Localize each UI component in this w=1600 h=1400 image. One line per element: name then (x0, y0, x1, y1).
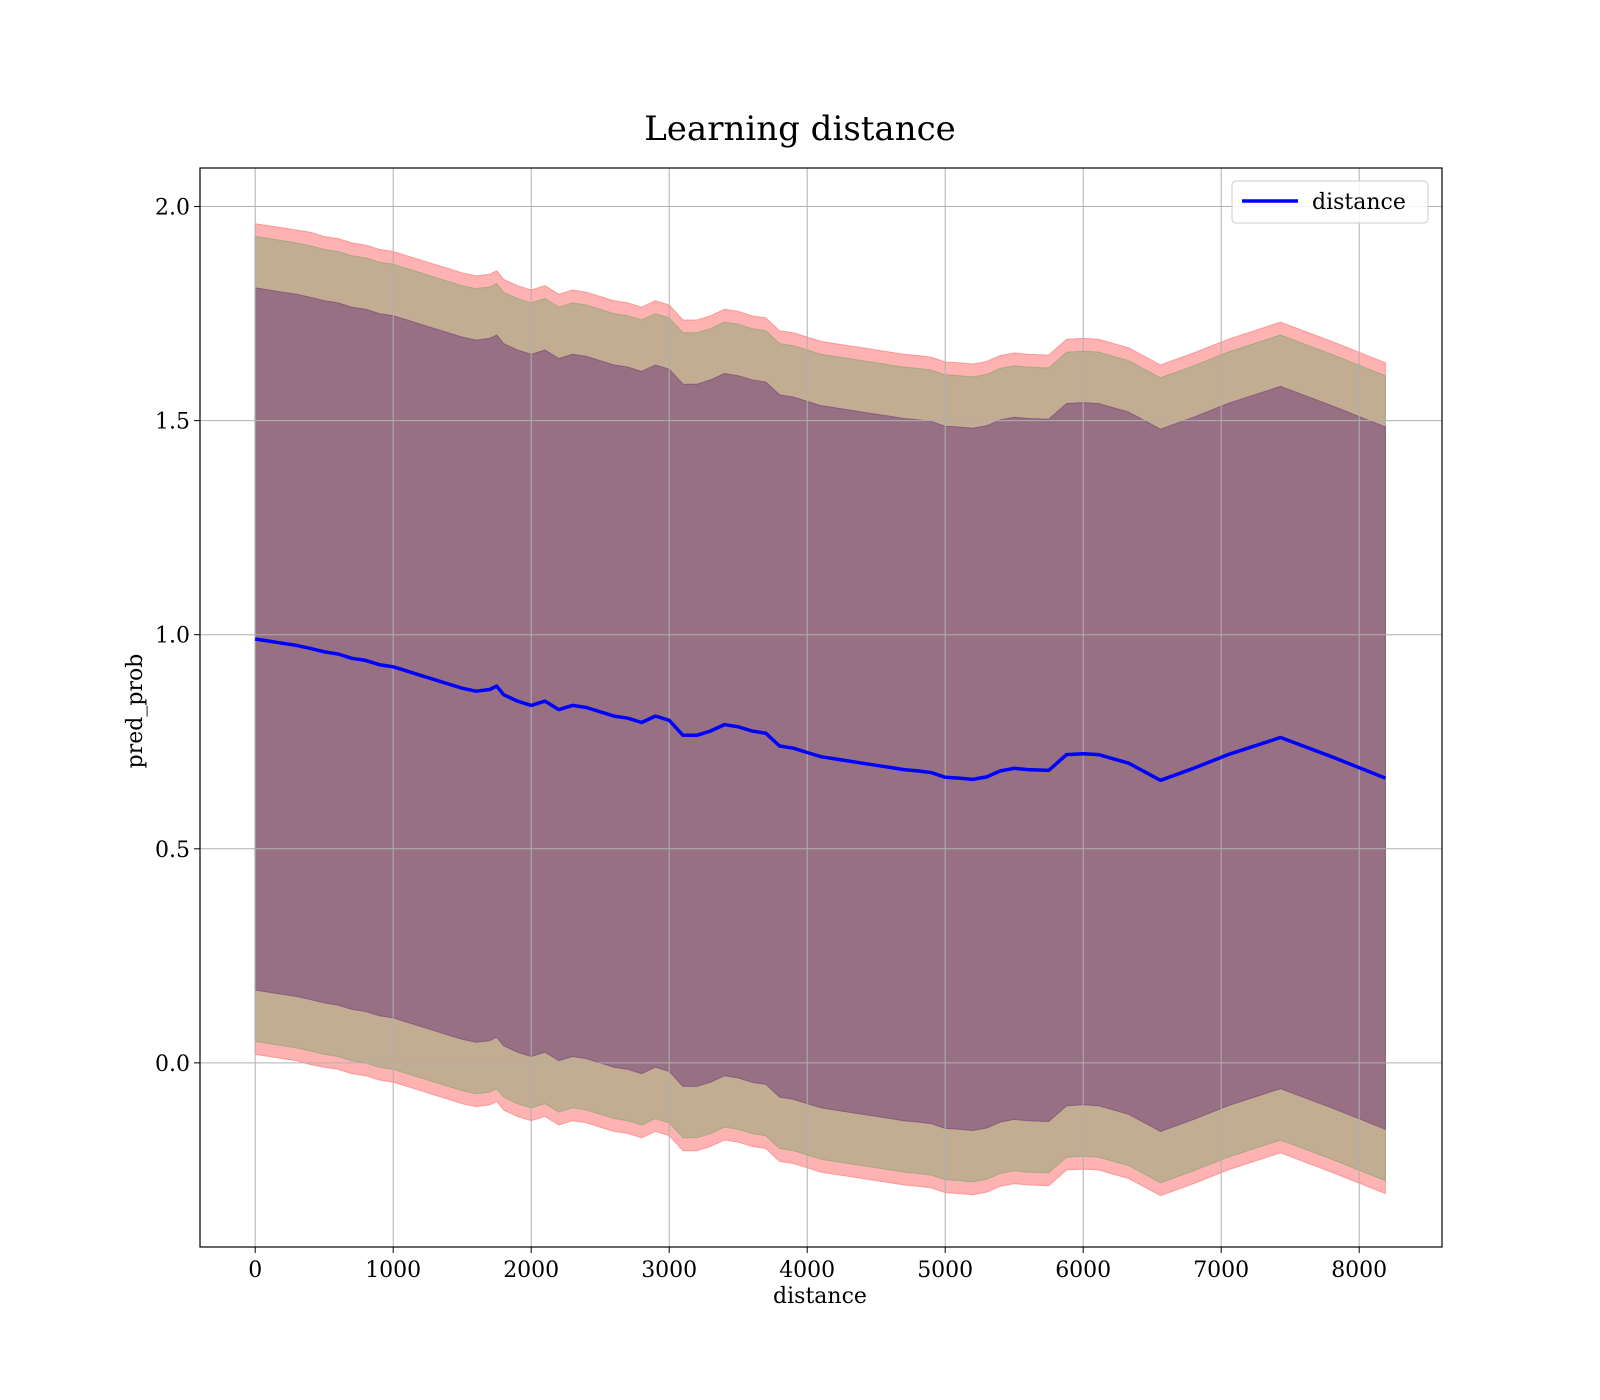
chart-title: Learning distance (644, 109, 956, 149)
confidence-bands (254, 223, 1386, 1197)
y-tick-label: 1.5 (155, 410, 190, 435)
x-tick-label: 3000 (641, 1258, 697, 1283)
x-axis-ticks: 0 1000 2000 3000 4000 5000 6000 7000 8000 (248, 1247, 1387, 1283)
x-tick-label: 2000 (503, 1258, 559, 1283)
y-axis-label: pred_prob (123, 654, 148, 769)
y-tick-label: 2.0 (155, 196, 190, 221)
legend-label-distance: distance (1312, 190, 1406, 215)
band-inner (254, 287, 1386, 1132)
grid-lines (200, 168, 1442, 1247)
y-tick-label: 1.0 (155, 624, 190, 649)
x-tick-label: 7000 (1193, 1258, 1249, 1283)
x-tick-label: 8000 (1331, 1258, 1387, 1283)
x-tick-label: 1000 (365, 1258, 421, 1283)
legend: distance (1231, 180, 1429, 224)
y-axis-ticks: 0.0 0.5 1.0 1.5 2.0 (155, 196, 200, 1077)
y-tick-label: 0.0 (155, 1052, 190, 1077)
x-tick-label: 4000 (779, 1258, 835, 1283)
x-tick-label: 6000 (1055, 1258, 1111, 1283)
x-axis-label: distance (773, 1284, 867, 1309)
series-layer (254, 637, 1387, 783)
x-tick-label: 5000 (917, 1258, 973, 1283)
plot-frame (199, 167, 1443, 1248)
legend-box (1231, 180, 1429, 224)
series-line-distance (254, 637, 1387, 783)
y-tick-label: 0.5 (155, 838, 190, 863)
x-tick-label: 0 (248, 1258, 262, 1283)
